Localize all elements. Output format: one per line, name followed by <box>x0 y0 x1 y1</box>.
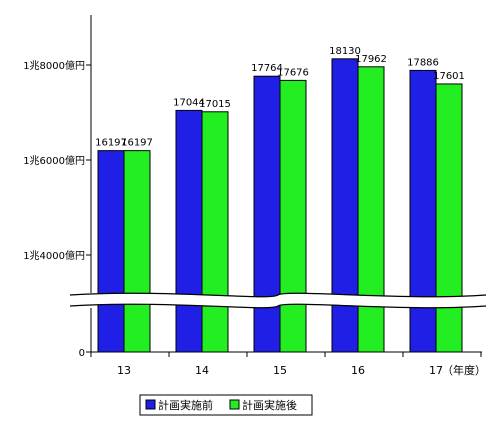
data-label-13-series-2: 16197 <box>121 138 153 149</box>
bar-13-series-1 <box>97 150 125 353</box>
x-tick-13: 13 <box>117 364 131 377</box>
data-label-14-series-2: 17015 <box>199 99 231 110</box>
data-label-16-series-2: 17962 <box>355 54 387 65</box>
bar-16-series-2 <box>357 66 385 353</box>
legend-label-series-1: 計画実施前 <box>158 398 213 412</box>
bar-15-series-2 <box>279 79 307 353</box>
bar-16-series-1 <box>331 58 359 353</box>
y-tick-label-16000: 1兆6000億円 <box>23 154 85 167</box>
bar-13-series-2 <box>123 150 151 353</box>
axis-break-line-top <box>69 292 487 298</box>
x-tick-16: 16 <box>351 364 365 377</box>
legend-box <box>139 394 313 416</box>
data-label-13-series-1: 16197 <box>95 138 127 149</box>
legend-label-series-2: 計画実施後 <box>242 398 297 412</box>
x-tick-14: 14 <box>195 364 209 377</box>
bar-17-series-1 <box>409 69 437 353</box>
bars-layer <box>97 58 463 353</box>
x-tick-15: 15 <box>273 364 287 377</box>
y-tick-label-14000: 1兆4000億円 <box>23 249 85 262</box>
data-label-17-series-1: 17886 <box>407 57 439 68</box>
legend-swatch-series-1 <box>145 399 156 410</box>
legend: 計画実施前 計画実施後 <box>139 394 313 416</box>
data-label-14-series-1: 17044 <box>173 97 205 108</box>
y-tick-label-0: 0 <box>79 348 85 359</box>
x-tick-17: 17 <box>429 364 443 377</box>
axis-break <box>69 292 487 309</box>
y-tick-label-18000: 1兆8000億円 <box>23 59 85 72</box>
data-label-15-series-2: 17676 <box>277 67 309 78</box>
bar-15-series-1 <box>253 75 281 353</box>
data-label-17-series-2: 17601 <box>433 71 465 82</box>
axis-break-band <box>70 293 486 308</box>
data-label-15-series-1: 17764 <box>251 63 283 74</box>
x-axis-unit: （年度） <box>442 363 486 377</box>
bar-17-series-2 <box>435 83 463 353</box>
bar-14-series-1 <box>175 109 203 353</box>
axes-layer: 0 1兆4000億円 1兆6000億円 1兆8000億円 <box>23 15 482 359</box>
bar-14-series-2 <box>201 111 229 353</box>
data-label-16-series-1: 18130 <box>329 46 361 57</box>
legend-swatch-series-2 <box>229 399 240 410</box>
axis-break-line-bottom <box>69 303 487 309</box>
